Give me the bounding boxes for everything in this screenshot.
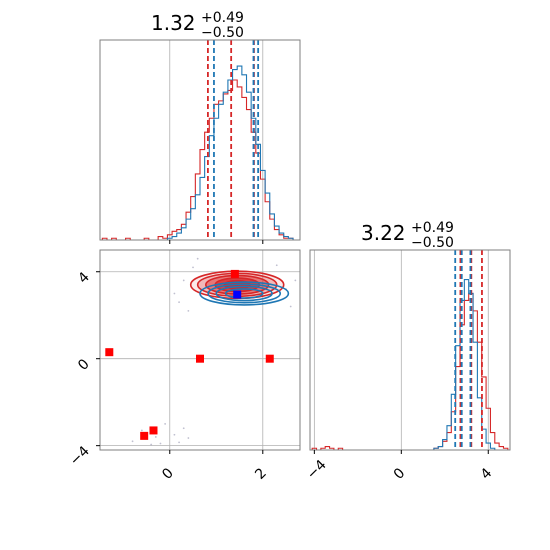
contour-1-level-0 xyxy=(199,281,290,306)
scatter-point-3 xyxy=(131,440,134,443)
marginal-x-frame xyxy=(99,39,301,241)
joint-y-tick-label-2: 4 xyxy=(75,269,93,287)
histogram-series-1 xyxy=(312,279,508,451)
scatter-point-9 xyxy=(150,443,153,446)
contour-1-level-2 xyxy=(215,285,273,302)
marginal-y-histogram: −4 0 4 xyxy=(304,249,511,483)
scatter-point-15 xyxy=(187,309,190,312)
joint-y-tick-label-1: 0 xyxy=(75,356,93,374)
histogram-series-0 xyxy=(311,292,509,451)
panel-title-1-center: 1.32 xyxy=(151,11,196,35)
marginal-x-histogram xyxy=(99,39,301,244)
scatter-point-14 xyxy=(289,305,292,308)
marginal-y-x-tick-label-0: −4 xyxy=(304,457,330,483)
scatter-point-16 xyxy=(275,264,278,267)
scatter-point-19 xyxy=(173,292,176,295)
red-marker-0 xyxy=(105,348,114,357)
joint-y-tick-label-0: −4 xyxy=(67,443,93,469)
contour-1-level-3 xyxy=(224,288,264,299)
marginal-y-x-tick-label-1: 0 xyxy=(391,465,409,483)
panel-title-1-lower: −0.50 xyxy=(201,25,244,41)
red-marker-2 xyxy=(265,354,274,363)
red-marker-5 xyxy=(230,269,239,278)
red-marker-4 xyxy=(149,426,158,435)
panel-title-2: 3.22 +0.49 −0.50 xyxy=(361,220,454,251)
blue-marker-0 xyxy=(233,290,242,299)
panel-title-2-center: 3.22 xyxy=(361,221,406,245)
joint-x-tick-label-0: 0 xyxy=(159,465,177,483)
scatter-point-1 xyxy=(159,442,162,445)
scatter-point-0 xyxy=(154,436,157,438)
panel-title-2-lower: −0.50 xyxy=(411,235,454,251)
scatter-point-10 xyxy=(192,266,194,269)
scatter-point-7 xyxy=(140,429,143,432)
scatter-point-18 xyxy=(294,279,297,282)
scatter-point-5 xyxy=(164,423,167,425)
panel-title-1-upper: +0.49 xyxy=(201,10,244,26)
scatter-point-4 xyxy=(182,427,185,430)
scatter-point-2 xyxy=(173,433,176,436)
scatter-point-17 xyxy=(196,257,199,260)
red-marker-1 xyxy=(196,354,204,363)
scatter-point-11 xyxy=(182,279,185,282)
joint-frame xyxy=(99,249,301,451)
panel-title-1: 1.32 +0.49 −0.50 xyxy=(151,10,244,41)
scatter-point-6 xyxy=(178,441,180,444)
joint-contour-plot: 0 2 −4 0 4 xyxy=(67,249,301,483)
red-marker-3 xyxy=(140,431,149,440)
contour-1-level-1 xyxy=(207,283,282,304)
scatter-point-8 xyxy=(187,437,190,439)
panel-title-2-upper: +0.49 xyxy=(411,220,454,236)
joint-x-tick-label-1: 2 xyxy=(252,465,270,483)
marginal-y-x-tick-label-2: 4 xyxy=(478,465,496,483)
histogram-series-0 xyxy=(101,79,298,241)
scatter-point-12 xyxy=(178,301,180,304)
marginal-y-frame xyxy=(309,249,511,451)
